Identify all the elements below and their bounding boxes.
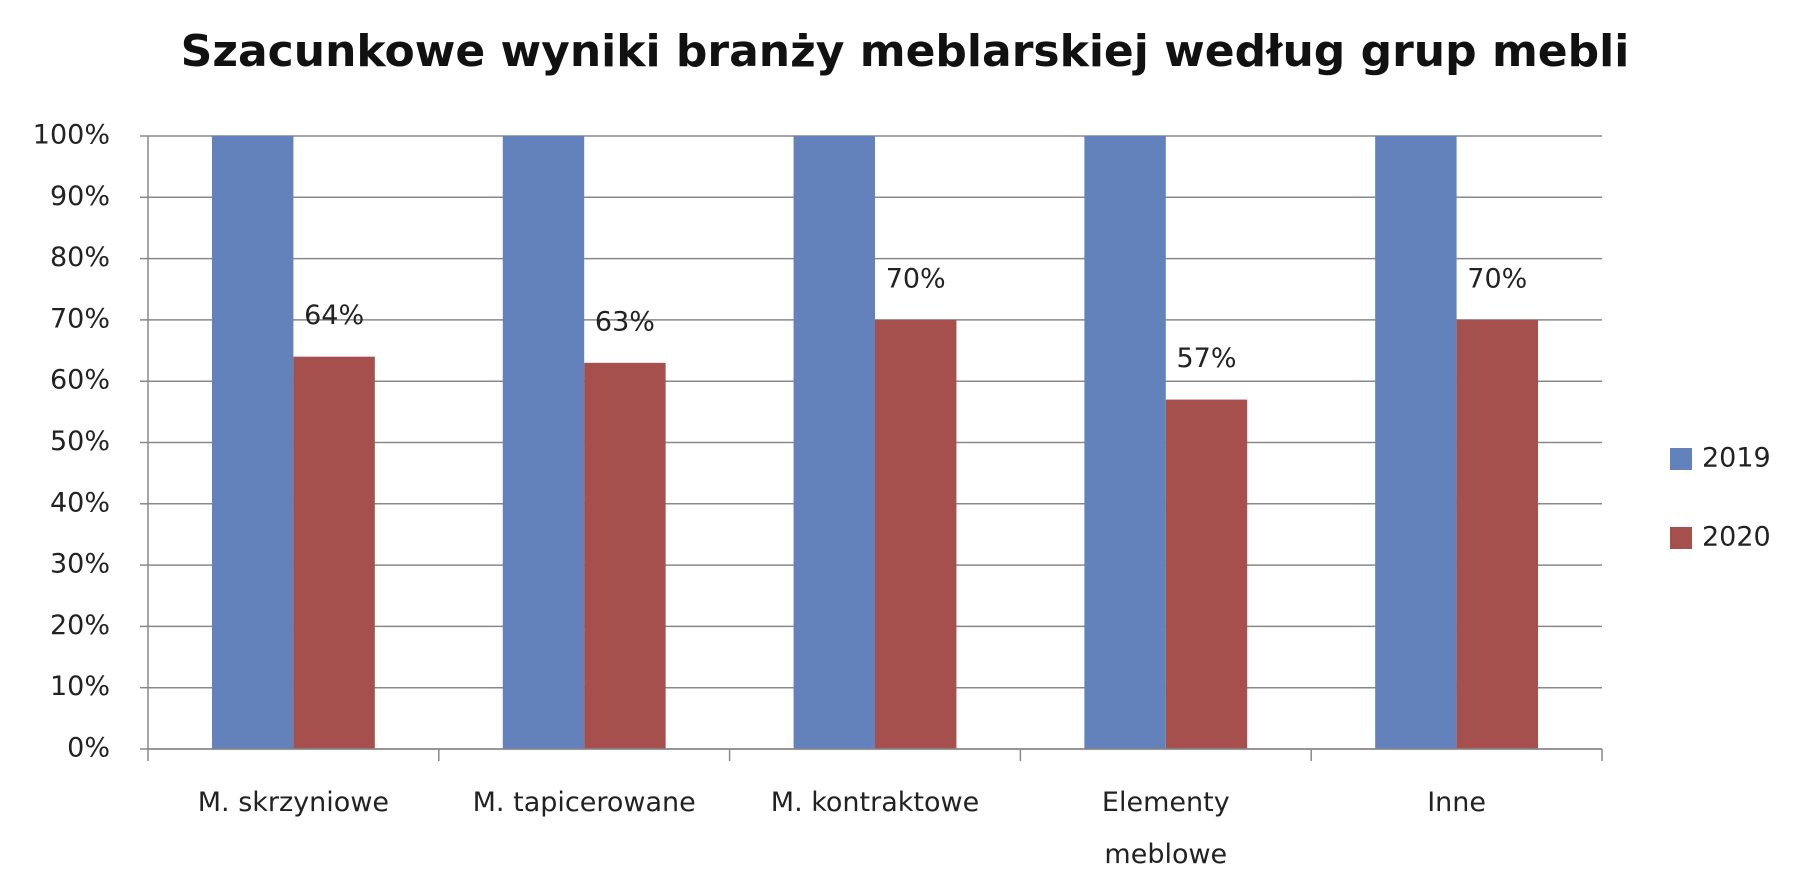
legend-swatch (1670, 448, 1692, 470)
x-tick-label: Elementy meblowe (1101, 787, 1230, 870)
y-tick-label: 40% (50, 487, 110, 518)
y-tick-label: 20% (50, 610, 110, 641)
data-label: 70% (1467, 263, 1527, 294)
legend-swatch (1670, 527, 1692, 549)
y-tick-label: 70% (50, 303, 110, 334)
data-label: 64% (304, 300, 364, 331)
y-tick-label: 80% (50, 242, 110, 273)
bar (1084, 136, 1166, 749)
x-tick-label: M. skrzyniowe (197, 787, 390, 818)
bar (293, 356, 375, 749)
bar (875, 319, 957, 749)
bar (211, 136, 294, 749)
x-tick-label: M. kontraktowe (770, 787, 980, 818)
bar (793, 136, 875, 749)
bar (1165, 399, 1248, 749)
y-tick-label: 0% (67, 733, 110, 764)
data-label: 57% (1177, 343, 1237, 374)
bar (1375, 136, 1457, 749)
bar (502, 136, 585, 749)
bar (584, 362, 666, 749)
x-tick-label: Inne (1427, 787, 1486, 818)
y-tick-label: 100% (33, 120, 110, 151)
y-tick-label: 90% (50, 181, 110, 212)
legend-label: 2020 (1702, 522, 1771, 553)
y-tick-label: 10% (50, 671, 110, 702)
y-tick-label: 60% (50, 365, 110, 396)
data-label: 63% (595, 306, 655, 337)
legend-label: 2019 (1702, 443, 1771, 474)
data-label: 70% (886, 263, 946, 294)
y-tick-label: 30% (50, 549, 110, 580)
x-tick-label: M. tapicerowane (472, 787, 696, 818)
chart-title: Szacunkowe wyniki branży meblarskiej wed… (181, 26, 1630, 77)
y-tick-label: 50% (50, 426, 110, 457)
bar (1456, 319, 1539, 749)
